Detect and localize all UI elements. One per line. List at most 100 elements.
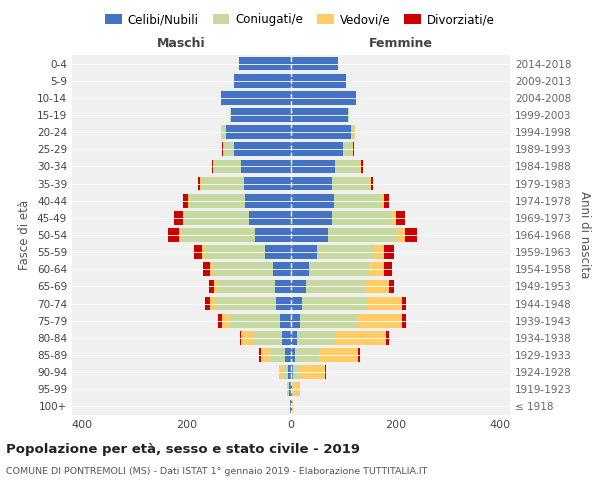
Bar <box>301 314 358 328</box>
Bar <box>351 126 354 139</box>
Bar <box>325 366 326 379</box>
Bar <box>384 246 394 259</box>
Bar <box>317 246 374 259</box>
Bar <box>291 176 332 190</box>
Bar <box>233 142 291 156</box>
Bar <box>222 314 230 328</box>
Bar <box>371 176 373 190</box>
Bar <box>302 296 368 310</box>
Bar <box>188 194 189 207</box>
Bar <box>203 262 210 276</box>
Bar <box>261 348 270 362</box>
Bar <box>386 331 389 344</box>
Bar <box>241 160 291 173</box>
Bar <box>398 228 405 242</box>
Bar <box>223 142 224 156</box>
Bar <box>335 160 361 173</box>
Bar <box>301 366 325 379</box>
Bar <box>369 262 384 276</box>
Bar <box>239 56 291 70</box>
Bar <box>358 348 360 362</box>
Bar <box>270 348 285 362</box>
Bar <box>259 348 261 362</box>
Bar <box>222 142 223 156</box>
Bar <box>389 280 394 293</box>
Bar <box>291 296 302 310</box>
Bar <box>352 142 353 156</box>
Bar <box>230 314 280 328</box>
Bar <box>401 296 406 310</box>
Bar <box>218 314 222 328</box>
Bar <box>254 228 291 242</box>
Bar <box>281 331 291 344</box>
Bar <box>184 211 249 224</box>
Y-axis label: Fasce di età: Fasce di età <box>19 200 31 270</box>
Bar <box>405 228 417 242</box>
Bar <box>374 246 384 259</box>
Bar <box>241 331 253 344</box>
Bar <box>230 108 231 122</box>
Bar <box>402 314 406 328</box>
Bar <box>291 366 293 379</box>
Text: COMUNE DI PONTREMOLI (MS) - Dati ISTAT 1° gennaio 2019 - Elaborazione TUTTITALIA: COMUNE DI PONTREMOLI (MS) - Dati ISTAT 1… <box>6 468 427 476</box>
Bar <box>361 160 363 173</box>
Bar <box>205 246 265 259</box>
Bar <box>209 280 214 293</box>
Bar <box>291 108 349 122</box>
Bar <box>280 314 291 328</box>
Bar <box>174 211 182 224</box>
Bar <box>189 194 245 207</box>
Bar <box>291 246 317 259</box>
Bar <box>305 280 365 293</box>
Bar <box>221 91 291 104</box>
Bar <box>297 331 337 344</box>
Bar <box>210 296 217 310</box>
Bar <box>240 331 241 344</box>
Bar <box>295 348 319 362</box>
Bar <box>319 348 358 362</box>
Bar <box>169 228 179 242</box>
Bar <box>291 228 328 242</box>
Bar <box>289 382 291 396</box>
Bar <box>179 228 181 242</box>
Bar <box>214 280 218 293</box>
Bar <box>200 176 202 190</box>
Bar <box>224 142 233 156</box>
Bar <box>249 211 291 224</box>
Bar <box>385 194 389 207</box>
Bar <box>392 211 397 224</box>
Y-axis label: Anni di nascita: Anni di nascita <box>578 192 591 278</box>
Bar <box>194 246 202 259</box>
Bar <box>289 366 291 379</box>
Bar <box>291 348 295 362</box>
Bar <box>205 296 210 310</box>
Bar <box>226 126 291 139</box>
Bar <box>210 262 213 276</box>
Bar <box>275 280 291 293</box>
Bar <box>291 262 309 276</box>
Bar <box>328 228 398 242</box>
Bar <box>279 366 284 379</box>
Bar <box>182 194 188 207</box>
Bar <box>214 160 241 173</box>
Bar <box>332 176 369 190</box>
Bar <box>368 296 401 310</box>
Bar <box>202 246 205 259</box>
Bar <box>384 262 392 276</box>
Bar <box>365 280 389 293</box>
Bar <box>182 228 254 242</box>
Bar <box>182 211 184 224</box>
Bar <box>291 400 292 413</box>
Bar <box>273 262 291 276</box>
Text: Femmine: Femmine <box>368 37 433 50</box>
Bar <box>202 176 244 190</box>
Bar <box>291 280 305 293</box>
Bar <box>291 160 335 173</box>
Bar <box>213 262 273 276</box>
Bar <box>309 262 369 276</box>
Bar <box>218 280 275 293</box>
Bar <box>291 331 297 344</box>
Bar <box>291 74 346 88</box>
Bar <box>397 211 404 224</box>
Bar <box>285 348 291 362</box>
